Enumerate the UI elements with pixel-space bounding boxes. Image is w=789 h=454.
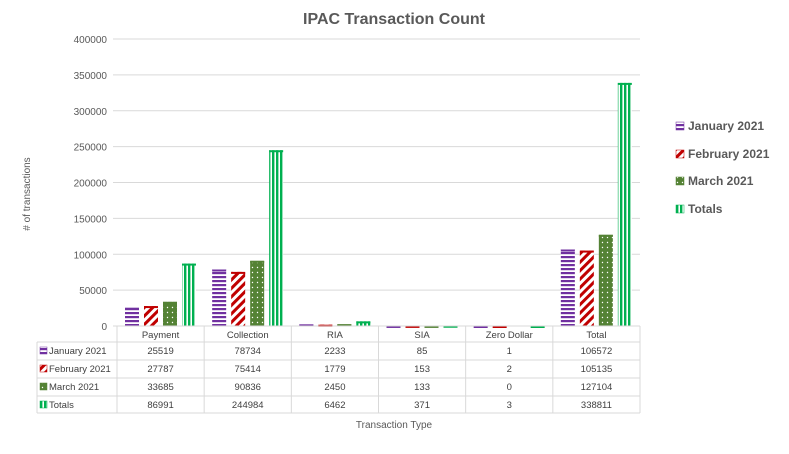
- legend-key-icon: [39, 364, 48, 373]
- table-header: Total: [586, 330, 606, 341]
- y-tick-label: 350000: [74, 71, 108, 82]
- legend-swatch-icon: [675, 121, 685, 131]
- table-cell: 105135: [581, 364, 613, 375]
- bar-totals: [269, 150, 284, 326]
- table-cell: 85: [417, 346, 428, 357]
- table-header: Payment: [142, 330, 180, 341]
- table-cell: 33685: [147, 382, 173, 393]
- table-header: Collection: [227, 330, 269, 341]
- table-cell: 338811: [581, 400, 612, 411]
- legend-key-icon: [39, 400, 48, 409]
- x-axis-label: Transaction Type: [356, 420, 433, 431]
- table-header: RIA: [327, 330, 344, 341]
- bar-cap: [579, 250, 594, 253]
- bar-cap: [492, 325, 507, 328]
- bar-march-2021: [250, 260, 265, 326]
- bar-cap: [212, 269, 227, 272]
- bar-cap: [560, 249, 575, 252]
- table-row-label: Totals: [49, 400, 74, 411]
- legend-entry: March 2021: [688, 174, 754, 188]
- bar-cap: [530, 325, 545, 328]
- table-cell: 127104: [581, 382, 613, 393]
- y-tick-label: 150000: [74, 214, 108, 225]
- bar-cap: [386, 325, 401, 328]
- table-header: SIA: [414, 330, 430, 341]
- bar-january-2021: [212, 269, 227, 326]
- bar-january-2021: [125, 307, 139, 326]
- table-header: Zero Dollar: [486, 330, 533, 341]
- bar-cap: [144, 306, 158, 309]
- bar-cap: [617, 82, 632, 85]
- y-tick-label: 50000: [79, 286, 107, 297]
- y-tick-label: 0: [101, 322, 107, 333]
- bar-cap: [405, 325, 420, 328]
- table-cell: 6462: [324, 400, 345, 411]
- table-cell: 78734: [235, 346, 261, 357]
- bar-january-2021: [560, 249, 575, 326]
- table-row-label: January 2021: [49, 346, 107, 357]
- bar-march-2021: [163, 301, 177, 326]
- table-cell: 27787: [147, 364, 173, 375]
- table-cell: 153: [414, 364, 430, 375]
- bar-march-2021: [598, 234, 613, 326]
- legend-swatch-icon: [675, 176, 685, 186]
- bar-cap: [299, 324, 314, 327]
- legend-entry: Totals: [688, 202, 723, 216]
- bar-cap: [356, 321, 371, 324]
- bar-cap: [163, 301, 177, 304]
- table-cell: 1: [507, 346, 512, 357]
- bar-cap: [598, 234, 613, 237]
- legend-entry: January 2021: [688, 119, 764, 133]
- bar-cap: [182, 263, 196, 266]
- bar-cap: [337, 324, 352, 327]
- table-cell: 0: [507, 382, 512, 393]
- y-tick-label: 200000: [74, 179, 108, 190]
- table-cell: 2233: [324, 346, 345, 357]
- table-cell: 2: [507, 364, 512, 375]
- bar-february-2021: [144, 306, 158, 326]
- legend-key-icon: [39, 382, 48, 391]
- legend-swatch-icon: [675, 149, 685, 159]
- table-cell: 244984: [232, 400, 264, 411]
- legend-entry: February 2021: [688, 147, 770, 161]
- table-cell: 3: [507, 400, 512, 411]
- table-cell: 90836: [235, 382, 261, 393]
- legend-swatch-icon: [675, 204, 685, 214]
- bar-cap: [443, 325, 458, 328]
- table-cell: 25519: [147, 346, 173, 357]
- y-axis-label: # of transactions: [22, 157, 33, 230]
- y-tick-label: 300000: [74, 107, 108, 118]
- table-cell: 1779: [324, 364, 345, 375]
- table-row-label: February 2021: [49, 364, 111, 375]
- bar-cap: [250, 260, 265, 263]
- y-tick-label: 250000: [74, 143, 108, 154]
- bar-cap: [424, 325, 439, 328]
- table-cell: 2450: [324, 382, 345, 393]
- table-cell: 106572: [581, 346, 613, 357]
- bar-cap: [125, 307, 139, 310]
- table-row-label: March 2021: [49, 382, 99, 393]
- y-tick-label: 400000: [74, 35, 108, 46]
- table-cell: 75414: [235, 364, 261, 375]
- table-cell: 86991: [147, 400, 173, 411]
- bar-cap: [231, 271, 246, 274]
- bar-totals: [182, 263, 196, 326]
- bar-totals: [356, 321, 371, 326]
- bar-cap: [269, 150, 284, 153]
- legend-key-icon: [39, 346, 48, 355]
- table-cell: 371: [414, 400, 430, 411]
- bar-february-2021: [579, 250, 594, 326]
- bar-totals: [617, 82, 632, 326]
- y-tick-label: 100000: [74, 250, 108, 261]
- table-cell: 133: [414, 382, 430, 393]
- bar-february-2021: [231, 271, 246, 326]
- bar-cap: [473, 325, 488, 328]
- chart-title: IPAC Transaction Count: [303, 11, 486, 28]
